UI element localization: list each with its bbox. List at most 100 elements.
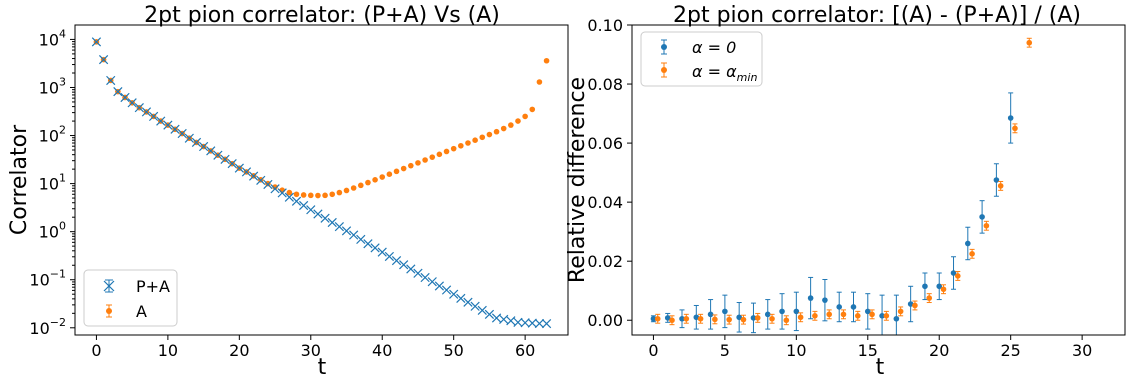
point-a — [479, 134, 486, 141]
point-p-plus-a — [277, 188, 287, 198]
point-alpha-min — [926, 293, 933, 304]
point-alpha-zero — [907, 285, 914, 323]
point-p-plus-a — [313, 209, 323, 219]
point-alpha-zero — [922, 272, 928, 301]
right-chart: 2pt pion correlator: [(A) - (P+A)] / (A)… — [565, 3, 1126, 380]
point-a — [322, 192, 328, 199]
point-p-plus-a — [191, 137, 202, 148]
right-ticks: 0 5 10 15 20 25 30 0.00 0.02 0.04 0.06 0.08 0.10 — [587, 16, 1092, 360]
point-a — [450, 145, 457, 152]
point-a — [422, 157, 428, 163]
point-p-plus-a — [227, 159, 237, 169]
point-p-plus-a — [449, 289, 459, 299]
point-alpha-zero — [1007, 92, 1014, 144]
point-p-plus-a — [534, 318, 545, 329]
point-p-plus-a — [377, 247, 387, 257]
point-alpha-min — [897, 306, 904, 317]
legend-marker-p-plus-a — [103, 279, 115, 293]
point-p-plus-a — [434, 281, 445, 291]
point-alpha-min — [1026, 37, 1033, 48]
point-p-plus-a — [184, 133, 194, 143]
right-y-axis-label: Relative difference — [565, 77, 590, 283]
left-y-axis-label: Correlator — [7, 124, 32, 235]
right-x-tick-label: 20 — [929, 341, 949, 360]
right-x-tick-label: 30 — [1072, 341, 1092, 360]
right-x-tick-label: 0 — [648, 341, 658, 360]
point-alpha-zero — [679, 309, 685, 329]
right-x-axis-label: t — [876, 355, 885, 380]
point-p-plus-a — [406, 264, 416, 274]
point-a — [379, 174, 386, 180]
point-a — [300, 192, 307, 198]
legend-label-a: A — [136, 302, 147, 321]
point-alpha-min — [997, 180, 1004, 191]
point-alpha-zero — [950, 256, 957, 290]
point-p-plus-a — [477, 305, 487, 316]
point-a — [386, 171, 393, 177]
point-alpha-min — [869, 309, 875, 320]
point-alpha-zero — [736, 302, 742, 333]
point-alpha-min — [654, 313, 661, 324]
point-p-plus-a — [299, 200, 309, 211]
point-a — [465, 140, 471, 146]
point-p-plus-a — [470, 301, 480, 311]
point-a — [329, 191, 336, 198]
point-p-plus-a — [284, 192, 294, 202]
point-p-plus-a — [306, 205, 316, 215]
point-alpha-zero — [707, 299, 714, 330]
point-a — [443, 148, 450, 155]
legend-label-alpha-zero: α = 0 — [692, 38, 736, 57]
point-a — [286, 189, 293, 196]
point-alpha-zero — [764, 299, 771, 330]
point-a — [293, 191, 300, 198]
point-alpha-min — [683, 313, 690, 324]
right-y-tick-label: 0.02 — [587, 252, 623, 271]
point-a — [307, 192, 314, 199]
point-alpha-min — [669, 315, 675, 326]
point-a — [393, 168, 400, 175]
point-a — [500, 125, 507, 132]
left-y-tick-label: 104 — [39, 27, 66, 49]
right-chart-title: 2pt pion correlator: [(A) - (P+A)] / (A) — [673, 3, 1081, 28]
point-p-plus-a — [156, 116, 166, 126]
point-a — [508, 122, 514, 128]
point-alpha-zero — [650, 315, 657, 323]
right-y-tick-label: 0.06 — [587, 134, 623, 153]
right-legend-box — [640, 31, 763, 87]
point-alpha-zero — [750, 302, 757, 334]
point-alpha-min — [812, 310, 818, 321]
point-p-plus-a — [120, 92, 130, 103]
right-y-tick-label: 0.10 — [587, 16, 623, 35]
right-x-tick-label: 10 — [786, 341, 806, 360]
point-alpha-min — [883, 310, 890, 321]
point-alpha-zero — [793, 291, 800, 332]
left-x-tick-label: 50 — [444, 341, 464, 360]
point-p-plus-a — [413, 268, 423, 278]
point-alpha-min — [969, 248, 975, 259]
point-a — [400, 165, 407, 172]
point-p-plus-a — [427, 277, 437, 287]
point-alpha-zero — [693, 304, 700, 330]
point-a — [343, 187, 350, 194]
point-p-plus-a — [506, 316, 516, 326]
legend-marker-a — [106, 304, 112, 318]
point-alpha-zero — [979, 200, 985, 234]
point-alpha-min — [740, 314, 747, 325]
point-alpha-zero — [993, 163, 1000, 197]
point-p-plus-a — [399, 260, 409, 270]
point-a — [436, 151, 443, 158]
point-alpha-zero — [879, 294, 885, 335]
right-y-tick-label: 0.00 — [587, 311, 623, 330]
point-a — [429, 154, 436, 160]
point-p-plus-a — [291, 196, 302, 206]
point-a — [472, 137, 478, 144]
point-a — [272, 184, 278, 190]
point-a — [493, 128, 500, 135]
point-p-plus-a — [177, 128, 187, 139]
point-p-plus-a — [356, 234, 366, 245]
point-alpha-zero — [722, 294, 728, 329]
point-p-plus-a — [484, 309, 495, 320]
left-chart-title: 2pt pion correlator: (P+A) Vs (A) — [144, 3, 500, 28]
point-a — [265, 180, 271, 187]
point-p-plus-a — [198, 141, 209, 152]
